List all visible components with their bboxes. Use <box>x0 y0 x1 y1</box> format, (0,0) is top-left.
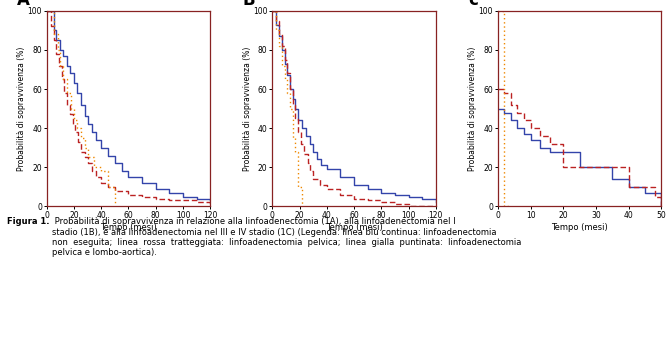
Text: Probabilità di sopravvivenza in relazione alla linfoadenectomia (1A), alla linfo: Probabilità di sopravvivenza in relazion… <box>52 217 522 257</box>
X-axis label: Tempo (mesi): Tempo (mesi) <box>100 223 157 232</box>
X-axis label: Tempo (mesi): Tempo (mesi) <box>551 223 608 232</box>
Text: A: A <box>17 0 30 9</box>
X-axis label: Tempo (mesi): Tempo (mesi) <box>326 223 382 232</box>
Text: B: B <box>243 0 256 9</box>
Text: c: c <box>468 0 478 9</box>
Y-axis label: Probabilità di sopravvivenza (%): Probabilità di sopravvivenza (%) <box>242 46 252 171</box>
Text: Figura 1.: Figura 1. <box>7 217 49 226</box>
Y-axis label: Probabilità di sopravvivenza (%): Probabilità di sopravvivenza (%) <box>468 46 477 171</box>
Y-axis label: Probabilità di sopravvivenza (%): Probabilità di sopravvivenza (%) <box>17 46 26 171</box>
